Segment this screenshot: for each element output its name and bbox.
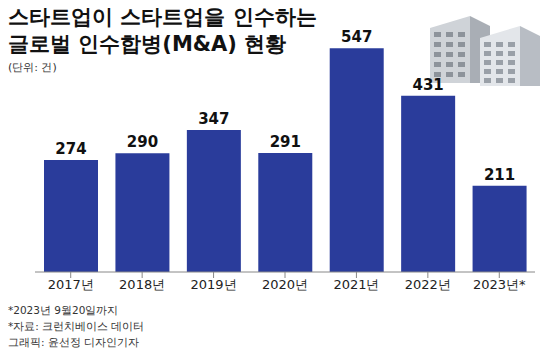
html-text:글로벌 인수합병(M&A) 현황: 글로벌 인수합병(M&A) 현황 [8, 32, 287, 56]
html-text:(단위: 건): (단위: 건) [8, 61, 57, 74]
svg-text:431: 431 [412, 76, 443, 94]
svg-text:2018년: 2018년 [119, 277, 165, 292]
html-text:*자료: 크런치베이스 데이터: *자료: 크런치베이스 데이터 [8, 320, 145, 332]
svg-text:547: 547 [341, 28, 372, 46]
svg-text:2023년*: 2023년* [473, 277, 526, 292]
svg-text:291: 291 [270, 133, 301, 151]
html-text:그래픽: 윤선정 디자인기자: 그래픽: 윤선정 디자인기자 [8, 336, 140, 348]
html-text:스타트업이 스타트업을 인수하는: 스타트업이 스타트업을 인수하는 [8, 5, 317, 29]
svg-text:274: 274 [55, 140, 86, 158]
html-text:*2023년 9월20일까지: *2023년 9월20일까지 [8, 304, 119, 316]
svg-text:290: 290 [127, 133, 158, 151]
svg-text:347: 347 [198, 110, 229, 128]
svg-text:2017년: 2017년 [48, 277, 94, 292]
svg-text:2021년: 2021년 [333, 277, 379, 292]
svg-text:2022년: 2022년 [405, 277, 451, 292]
svg-text:2020년: 2020년 [262, 277, 308, 292]
svg-text:2019년: 2019년 [191, 277, 237, 292]
svg-text:211: 211 [484, 166, 515, 184]
